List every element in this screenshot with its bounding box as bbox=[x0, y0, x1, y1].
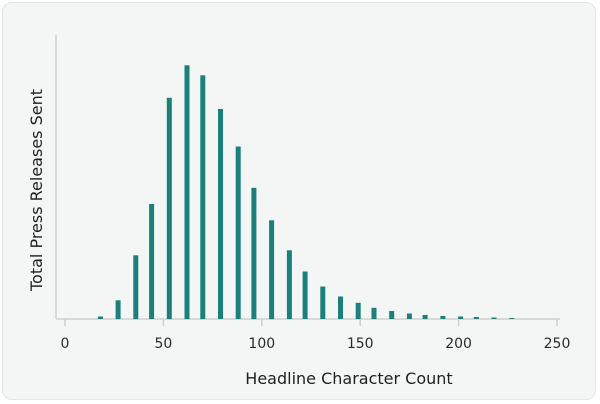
x-tick-label: 50 bbox=[154, 336, 172, 352]
histogram-bar bbox=[218, 109, 223, 319]
histogram-bar bbox=[302, 271, 308, 319]
histogram-bar bbox=[200, 75, 206, 320]
histogram-bar bbox=[184, 65, 190, 320]
histogram-bar bbox=[473, 317, 479, 319]
bar-group bbox=[97, 65, 515, 320]
histogram-bar bbox=[269, 220, 275, 320]
histogram-bar bbox=[458, 316, 464, 319]
x-tick-label: 200 bbox=[445, 336, 472, 352]
x-tick-label: 150 bbox=[347, 336, 374, 352]
histogram-bar bbox=[133, 255, 139, 320]
x-tick-label: 250 bbox=[544, 336, 571, 352]
histogram-bar bbox=[491, 317, 497, 319]
histogram-bar bbox=[355, 302, 361, 320]
histogram-bar bbox=[149, 204, 155, 319]
histogram-bar bbox=[286, 250, 292, 320]
histogram-bar bbox=[509, 318, 515, 319]
histogram-bar bbox=[406, 313, 412, 319]
histogram-bar bbox=[422, 315, 428, 319]
histogram-bar bbox=[166, 97, 172, 320]
histogram-bar bbox=[389, 311, 395, 319]
histogram-bar bbox=[371, 307, 377, 320]
histogram-bar bbox=[338, 296, 343, 319]
x-tick-label: 0 bbox=[61, 336, 70, 352]
chart-card bbox=[2, 2, 596, 400]
y-axis-label: Total Press Releases Sent bbox=[27, 89, 46, 292]
x-axis-label: Headline Character Count bbox=[245, 369, 452, 388]
x-tick-label: 100 bbox=[248, 336, 275, 352]
histogram-bar bbox=[440, 316, 446, 319]
x-tick-group: 0 50 100 150 200 250 bbox=[61, 319, 571, 352]
histogram-bar bbox=[320, 286, 326, 319]
histogram-bar bbox=[235, 146, 241, 319]
histogram-bar bbox=[97, 316, 103, 319]
histogram-bar bbox=[251, 187, 257, 320]
histogram-bar bbox=[115, 300, 121, 320]
